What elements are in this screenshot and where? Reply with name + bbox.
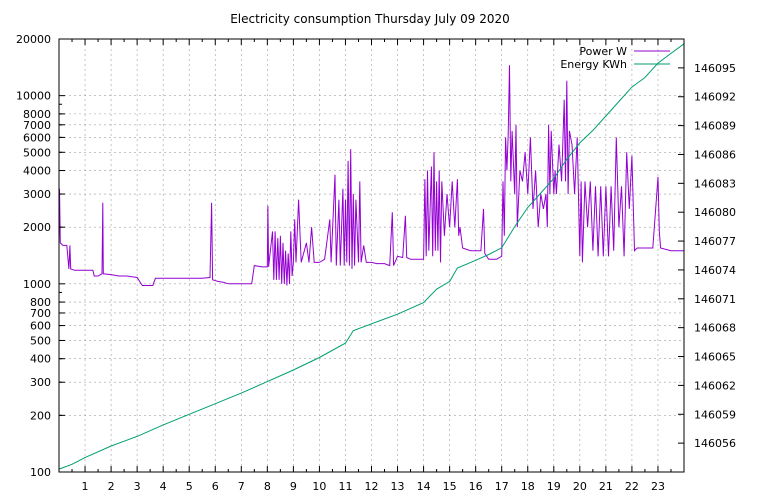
y2-tick-label: 146062 [694,379,736,392]
legend: Power W Energy KWh [560,45,670,71]
x-tick-label: 18 [521,480,535,493]
y2-tick-label: 146080 [694,206,736,219]
energy-line [58,43,685,470]
y-axis-right: 146056 146059 146062 146065 146068 146071 1460… [678,62,736,450]
y-tick-label: 700 [30,307,51,320]
y-tick-label: 7000 [23,119,51,132]
y-tick-label: 20000 [16,33,51,46]
x-tick-label: 9 [290,480,297,493]
x-tick-label: 14 [417,480,431,493]
x-tick-label: 8 [264,480,271,493]
y2-tick-label: 146083 [694,177,736,190]
x-axis: 1 2 3 4 5 6 7 8 9 10 11 12 13 14 15 16 17 18 19 20 21 22 23 [71,39,672,493]
x-tick-label: 3 [134,480,141,493]
y-tick-label: 800 [30,296,51,309]
y-tick-label: 100 [30,466,51,479]
y2-tick-label: 146065 [694,351,736,364]
x-tick-label: 2 [108,480,115,493]
y-tick-label: 500 [30,334,51,347]
y-tick-label: 2000 [23,221,51,234]
x-tick-label: 23 [651,480,665,493]
x-tick-label: 1 [82,480,89,493]
y2-tick-label: 146095 [694,62,736,75]
y-tick-label: 200 [30,409,51,422]
y2-tick-label: 146071 [694,293,736,306]
x-tick-label: 20 [573,480,587,493]
x-tick-label: 13 [391,480,405,493]
chart-title: Electricity consumption Thursday July 09… [230,12,510,26]
x-tick-label: 11 [338,480,352,493]
y2-tick-label: 146074 [694,264,736,277]
x-tick-label: 5 [186,480,193,493]
y2-tick-label: 146056 [694,437,736,450]
y-tick-label: 5000 [23,146,51,159]
x-tick-label: 6 [212,480,219,493]
legend-label-energy: Energy KWh [560,58,627,71]
x-tick-label: 12 [365,480,379,493]
y2-tick-label: 146077 [694,235,736,248]
x-tick-label: 7 [238,480,245,493]
y-tick-label: 10000 [16,90,51,103]
y-tick-label: 6000 [23,131,51,144]
x-tick-label: 10 [312,480,326,493]
y-tick-label: 1000 [23,278,51,291]
legend-label-power: Power W [579,45,627,58]
y-tick-label: 3000 [23,188,51,201]
power-series [58,65,684,286]
y-tick-label: 300 [30,376,51,389]
x-tick-label: 22 [625,480,639,493]
y2-tick-label: 146059 [694,408,736,421]
x-tick-label: 21 [599,480,613,493]
x-tick-label: 15 [443,480,457,493]
y2-tick-label: 146089 [694,120,736,133]
y-tick-label: 4000 [23,165,51,178]
y2-tick-label: 146092 [694,91,736,104]
y2-tick-label: 146068 [694,322,736,335]
x-tick-label: 17 [495,480,509,493]
y-tick-label: 8000 [23,108,51,121]
x-tick-label: 4 [160,480,167,493]
power-line [58,65,684,286]
y2-tick-label: 146086 [694,148,736,161]
x-tick-label: 16 [469,480,483,493]
y-tick-label: 400 [30,353,51,366]
energy-series [58,43,685,470]
y-tick-label: 600 [30,320,51,333]
x-tick-label: 19 [547,480,561,493]
